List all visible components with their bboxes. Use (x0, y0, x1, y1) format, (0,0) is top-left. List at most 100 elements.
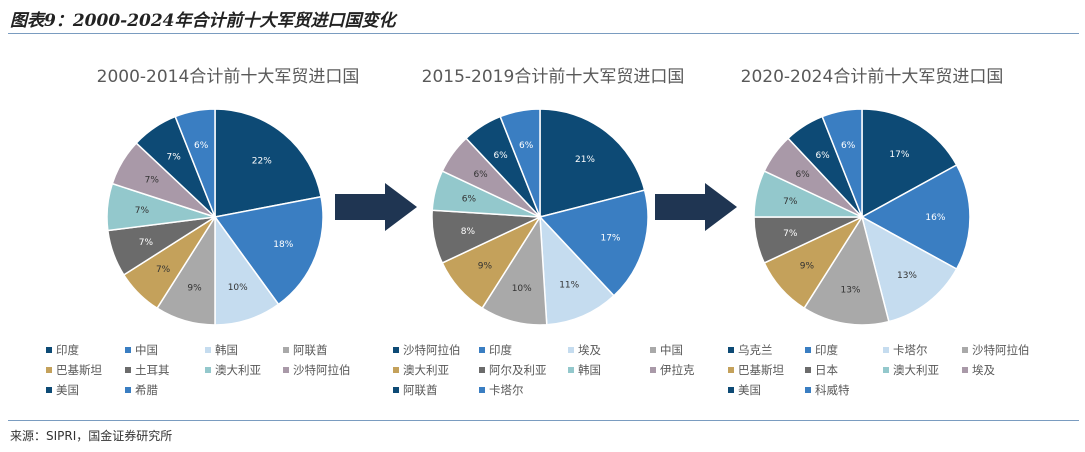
chart-title: 2015-2019合计前十大军贸进口国 (422, 67, 685, 87)
slice-percent-label: 10% (512, 284, 532, 294)
pie-slice (803, 215, 890, 326)
slice-percent-label: 9% (800, 262, 815, 272)
legend-label: 中国 (135, 343, 158, 357)
legend-swatch (205, 347, 211, 353)
slice-percent-label: 7% (167, 152, 182, 162)
legend-label: 澳大利亚 (403, 363, 449, 377)
pie-slice (860, 215, 958, 323)
legend-label: 澳大利亚 (893, 363, 939, 377)
legend-swatch (805, 347, 811, 353)
legend-swatch (568, 367, 574, 373)
slice-percent-label: 7% (135, 206, 150, 216)
slice-percent-label: 17% (889, 150, 909, 160)
legend-label: 印度 (56, 343, 79, 357)
slice-percent-label: 6% (473, 170, 488, 180)
pie-charts-area: 2000-2014合计前十大军贸进口国 22% 18% 10% 9% 7% 7% 7% 7% 7%… (46, 67, 1030, 397)
legend-swatch (46, 387, 52, 393)
pie-slice (539, 108, 646, 218)
legend-swatch (393, 367, 399, 373)
legend-swatch (393, 387, 399, 393)
legend-swatch (650, 367, 656, 373)
legend-swatch (46, 367, 52, 373)
bottom-divider (8, 420, 1079, 421)
legend-swatch (883, 367, 889, 373)
legend-label: 日本 (815, 363, 838, 377)
legend-swatch (962, 347, 968, 353)
top-divider (8, 33, 1079, 34)
legend-swatch (125, 347, 131, 353)
slice-percent-label: 22% (252, 156, 272, 166)
legend-swatch (125, 387, 131, 393)
legend-label: 印度 (815, 343, 838, 357)
legend-swatch (962, 367, 968, 373)
legend-label: 土耳其 (135, 363, 170, 377)
slice-percent-label: 16% (925, 213, 945, 223)
legend-swatch (479, 347, 485, 353)
legend-swatch (805, 387, 811, 393)
legend-swatch (728, 347, 734, 353)
slice-percent-label: 6% (493, 151, 508, 161)
slice-percent-label: 18% (273, 240, 293, 250)
legend-swatch (46, 347, 52, 353)
legend-swatch (568, 347, 574, 353)
legend-label: 沙特阿拉伯 (293, 363, 351, 377)
pie-slice (174, 108, 216, 218)
legend-label: 印度 (489, 343, 512, 357)
slice-percent-label: 7% (783, 229, 798, 239)
slice-percent-label: 17% (600, 234, 620, 244)
chart-title: 2020-2024合计前十大军贸进口国 (741, 67, 1004, 87)
legend-label: 伊拉克 (660, 363, 695, 377)
pie-slice (821, 108, 863, 218)
transition-arrow (335, 183, 417, 231)
legend-label: 巴基斯坦 (56, 363, 102, 377)
legend-swatch (883, 347, 889, 353)
pie-slice (214, 108, 322, 218)
slice-percent-label: 6% (795, 170, 810, 180)
legend-swatch (650, 347, 656, 353)
slice-percent-label: 8% (461, 227, 476, 237)
legend-label: 埃及 (972, 363, 995, 377)
legend-label: 中国 (660, 343, 683, 357)
legend-swatch (283, 347, 289, 353)
slice-percent-label: 6% (462, 195, 477, 205)
legend-label: 希腊 (135, 383, 158, 397)
legend-label: 韩国 (578, 363, 601, 377)
chart-title: 2000-2014合计前十大军贸进口国 (97, 67, 360, 87)
legend-label: 沙特阿拉伯 (403, 343, 461, 357)
legend-label: 科威特 (815, 383, 850, 397)
legend-label: 阿联酋 (403, 383, 438, 397)
slice-percent-label: 9% (478, 262, 493, 272)
legend-label: 沙特阿拉伯 (972, 343, 1030, 357)
legend-label: 埃及 (578, 343, 601, 357)
legend-label: 澳大利亚 (215, 363, 261, 377)
pie-slice (499, 108, 541, 218)
pie-slice (539, 214, 615, 326)
legend-label: 卡塔尔 (489, 383, 524, 397)
legend-label: 乌克兰 (738, 343, 773, 357)
pie-chart-2: 2015-2019合计前十大军贸进口国 21% 17% 11% 10% 9% 8% 6% 6% 6… (393, 67, 695, 397)
figure-title: 图表9：2000-2024年合计前十大军贸进口国变化 (10, 11, 396, 31)
legend-swatch (205, 367, 211, 373)
slice-percent-label: 6% (519, 141, 534, 151)
slice-percent-label: 11% (559, 280, 579, 290)
legend-swatch (479, 387, 485, 393)
pie-slice (213, 195, 324, 306)
legend-swatch (805, 367, 811, 373)
legend-swatch (393, 347, 399, 353)
legend-label: 阿尔及利亚 (489, 363, 547, 377)
legend-label: 美国 (738, 383, 761, 397)
slice-percent-label: 13% (897, 271, 917, 281)
pie-slice (538, 189, 649, 297)
legend-swatch (125, 367, 131, 373)
slice-percent-label: 13% (840, 286, 860, 296)
slice-percent-label: 21% (575, 155, 595, 165)
legend-swatch (283, 367, 289, 373)
slice-percent-label: 6% (815, 151, 830, 161)
pie-slice (861, 108, 958, 219)
slice-percent-label: 7% (783, 197, 798, 207)
legend-label: 美国 (56, 383, 79, 397)
transition-arrow (655, 183, 737, 231)
